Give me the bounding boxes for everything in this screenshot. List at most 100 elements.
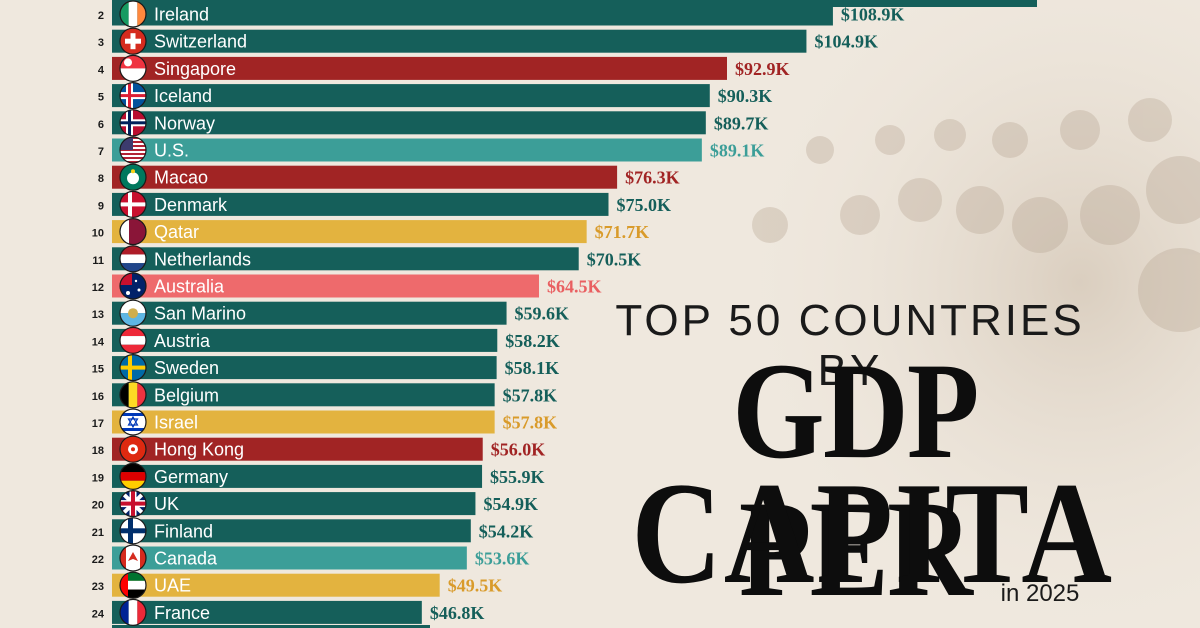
us-flag-icon <box>119 136 147 164</box>
headline-top: TOP 50 COUNTRIES BY <box>615 296 1085 395</box>
country-label: Singapore <box>154 59 236 79</box>
rank-label: 16 <box>92 391 104 403</box>
country-label: Switzerland <box>154 32 247 52</box>
bar <box>112 247 579 271</box>
country-label: UAE <box>154 576 191 596</box>
germany-flag-icon <box>119 462 147 490</box>
value-label: $104.9K <box>814 32 878 52</box>
country-label: Austria <box>154 331 211 351</box>
bar-row: 13 San Marino $59.6K <box>92 299 570 327</box>
country-label: U.S. <box>154 141 189 161</box>
country-label: Denmark <box>154 195 228 215</box>
value-label: $53.6K <box>475 549 530 569</box>
country-label: Norway <box>154 113 215 133</box>
hong-kong-flag-icon <box>119 435 147 463</box>
bar <box>112 519 471 543</box>
sweden-flag-icon <box>119 354 147 382</box>
country-label: Finland <box>154 521 213 541</box>
bar-row: 10 Qatar $71.7K <box>92 218 649 246</box>
value-label: $70.5K <box>587 249 642 269</box>
bar <box>112 356 497 380</box>
rank-label: 18 <box>92 445 104 457</box>
france-flag-icon <box>119 598 147 627</box>
bar-row: 7 U.S. $89.1K <box>98 136 765 164</box>
bar-row: 21 Finland $54.2K <box>92 517 534 545</box>
bar <box>112 56 727 80</box>
austria-flag-icon <box>119 326 147 354</box>
value-label: $46.8K <box>430 603 485 623</box>
bar <box>112 274 539 298</box>
rank-label: 11 <box>92 255 104 267</box>
value-label: $54.2K <box>479 521 534 541</box>
value-label: $89.1K <box>710 141 765 161</box>
bar-row: 6 Norway $89.7K <box>98 109 769 137</box>
rank-label: 3 <box>98 37 104 49</box>
rank-label: 21 <box>92 527 104 539</box>
rank-label: 2 <box>98 10 104 22</box>
bar-row: 9 Denmark $75.0K <box>98 190 671 218</box>
bar-row: 15 Sweden $58.1K <box>92 354 560 382</box>
rank-label: 8 <box>98 173 104 185</box>
bar-row: 11 Netherlands $70.5K <box>92 245 642 273</box>
denmark-flag-icon <box>119 190 147 218</box>
bar <box>112 29 807 53</box>
rank-label: 9 <box>98 200 104 212</box>
country-label: France <box>154 603 210 623</box>
bar <box>112 464 483 488</box>
bar <box>112 165 618 189</box>
bar-row: 18 Hong Kong $56.0K <box>92 435 545 463</box>
country-label: UK <box>154 494 179 514</box>
value-label: $57.8K <box>503 385 558 405</box>
value-label: $58.1K <box>505 358 560 378</box>
rank-label: 6 <box>98 119 104 131</box>
bar-row: 20 UK $54.9K <box>92 490 538 518</box>
bar-row: 3 Switzerland $104.9K <box>98 27 878 55</box>
bar-row: 2 Ireland $108.9K <box>98 0 904 28</box>
bar <box>112 546 467 570</box>
bar-row: 24 France $46.8K <box>92 598 485 627</box>
rank-label: 23 <box>92 581 104 593</box>
value-label: $59.6K <box>515 304 570 324</box>
bar-row: 22 Canada $53.6K <box>92 544 530 572</box>
value-label: $58.2K <box>505 331 560 351</box>
rank-label: 17 <box>92 418 104 430</box>
uk-flag-icon <box>119 490 147 518</box>
bar <box>112 192 609 216</box>
bar-row: 19 Germany $55.9K <box>92 462 545 490</box>
singapore-flag-icon <box>119 54 147 83</box>
switzerland-flag-icon <box>119 27 147 55</box>
value-label: $54.9K <box>483 494 538 514</box>
country-label: Australia <box>154 277 225 297</box>
netherlands-flag-icon <box>119 245 147 273</box>
bar-row: 14 Austria $58.2K <box>92 326 560 354</box>
bar <box>112 301 507 325</box>
australia-flag-icon <box>119 272 147 300</box>
country-label: Sweden <box>154 358 219 378</box>
rank-label: 19 <box>92 472 104 484</box>
country-label: Belgium <box>154 385 219 405</box>
bar-row: 23 UAE $49.5K <box>92 571 503 599</box>
value-label: $89.7K <box>714 113 769 133</box>
value-label: $76.3K <box>625 168 680 188</box>
israel-flag-icon <box>119 408 147 436</box>
bar <box>112 2 833 26</box>
rank-label: 7 <box>98 146 104 158</box>
iceland-flag-icon <box>119 81 147 110</box>
headline-main-1: GDP PER <box>732 334 979 625</box>
rank-label: 12 <box>92 282 104 294</box>
headline-main-2: CAPITA <box>631 452 1114 614</box>
country-label: Iceland <box>154 86 212 106</box>
bar-row: 8 Macao $76.3K <box>98 163 680 191</box>
bar-row: 12 Australia $64.5K <box>92 272 602 300</box>
bar <box>112 492 476 516</box>
bar <box>112 573 440 597</box>
bar <box>112 220 587 244</box>
country-label: Macao <box>154 168 208 188</box>
value-label: $49.5K <box>448 576 503 596</box>
uae-flag-icon <box>119 571 147 599</box>
bar <box>112 84 710 108</box>
rank-label: 10 <box>92 228 104 240</box>
finland-flag-icon <box>119 517 147 545</box>
rank-label: 4 <box>98 64 105 76</box>
